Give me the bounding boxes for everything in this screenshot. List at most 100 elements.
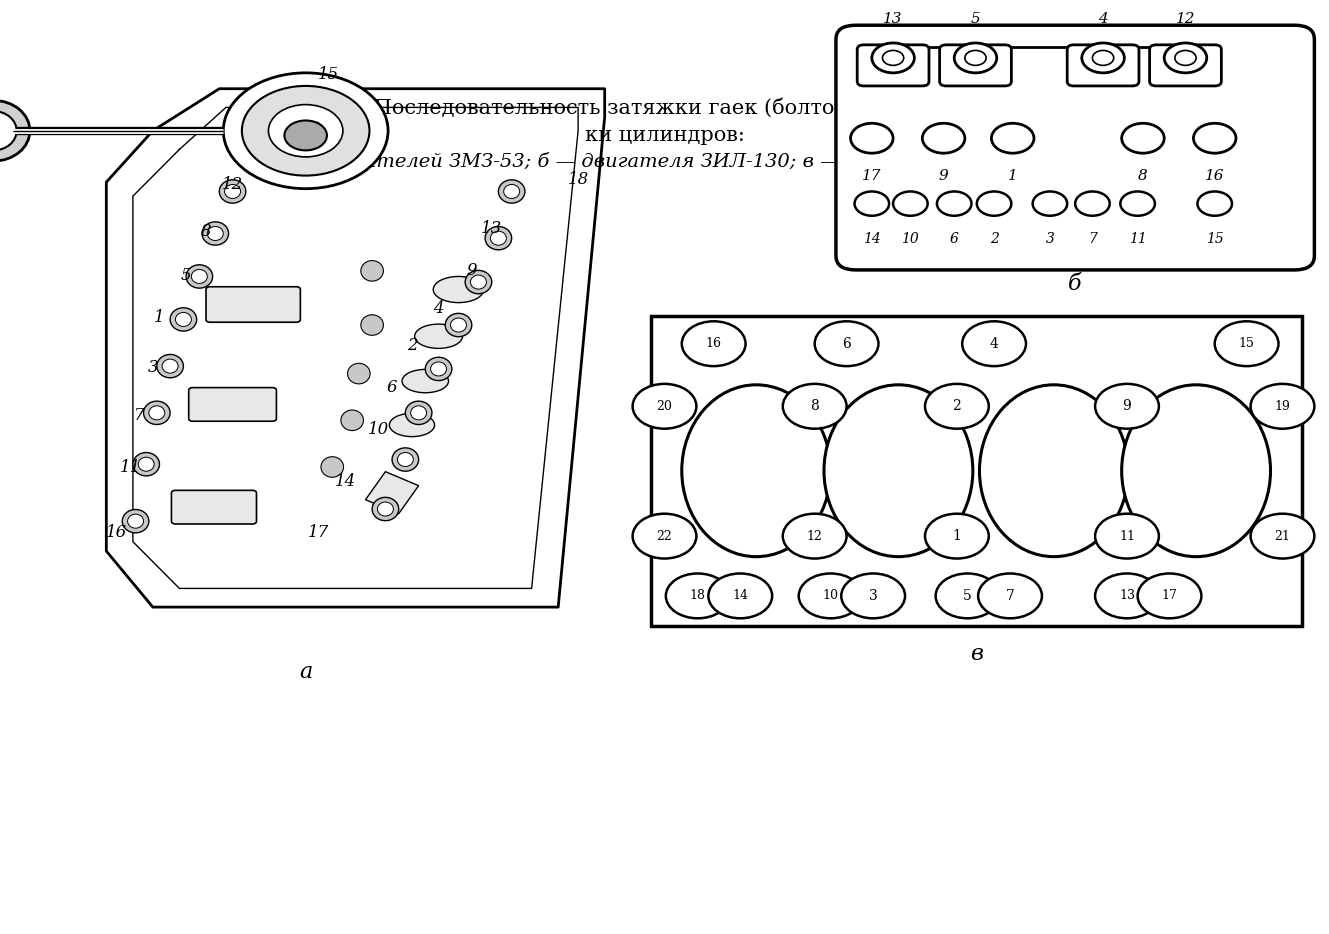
Circle shape xyxy=(1251,384,1314,429)
Ellipse shape xyxy=(207,226,223,240)
FancyBboxPatch shape xyxy=(651,316,1302,626)
Ellipse shape xyxy=(0,100,31,161)
Ellipse shape xyxy=(157,355,183,377)
Ellipse shape xyxy=(498,179,525,203)
Polygon shape xyxy=(365,472,419,514)
Text: ки цилиндров:: ки цилиндров: xyxy=(585,126,744,145)
Circle shape xyxy=(925,514,989,559)
Ellipse shape xyxy=(322,457,343,477)
Circle shape xyxy=(1033,191,1067,216)
Text: 1: 1 xyxy=(1007,169,1018,182)
Ellipse shape xyxy=(824,385,973,557)
Ellipse shape xyxy=(372,497,399,521)
Text: 22: 22 xyxy=(657,530,672,543)
Text: 9: 9 xyxy=(938,169,949,182)
Text: 2: 2 xyxy=(953,400,961,413)
Circle shape xyxy=(1251,514,1314,559)
Circle shape xyxy=(882,50,904,65)
Text: 7: 7 xyxy=(134,407,145,424)
Circle shape xyxy=(633,384,696,429)
Ellipse shape xyxy=(504,184,520,198)
Text: 16: 16 xyxy=(1205,169,1224,182)
Text: 16: 16 xyxy=(106,524,128,541)
Circle shape xyxy=(872,43,914,73)
Text: 9: 9 xyxy=(1123,400,1131,413)
Circle shape xyxy=(1193,123,1236,153)
Text: 17: 17 xyxy=(1162,589,1177,602)
Circle shape xyxy=(1164,43,1207,73)
Text: 15: 15 xyxy=(1239,337,1255,350)
Text: 10: 10 xyxy=(901,233,920,246)
Text: 4: 4 xyxy=(1098,12,1108,25)
Text: 7: 7 xyxy=(1088,233,1096,246)
Text: 14: 14 xyxy=(335,473,356,489)
Circle shape xyxy=(1092,50,1114,65)
Text: 12: 12 xyxy=(1176,12,1195,25)
Circle shape xyxy=(1175,50,1196,65)
Text: 18: 18 xyxy=(567,171,589,188)
Text: б: б xyxy=(1069,273,1082,295)
Text: 20: 20 xyxy=(657,400,672,413)
FancyBboxPatch shape xyxy=(294,122,318,139)
Circle shape xyxy=(937,191,971,216)
Circle shape xyxy=(268,105,343,157)
Circle shape xyxy=(1095,384,1159,429)
Text: 18: 18 xyxy=(690,589,706,602)
Ellipse shape xyxy=(315,99,342,121)
Circle shape xyxy=(965,50,986,65)
Ellipse shape xyxy=(465,271,492,293)
Circle shape xyxy=(666,573,730,618)
Circle shape xyxy=(815,321,878,366)
Text: 6: 6 xyxy=(387,379,397,396)
Ellipse shape xyxy=(445,313,472,336)
Ellipse shape xyxy=(411,405,427,419)
Text: 15: 15 xyxy=(318,66,339,83)
Ellipse shape xyxy=(470,276,486,290)
Circle shape xyxy=(954,43,997,73)
Ellipse shape xyxy=(397,453,413,466)
Text: 14: 14 xyxy=(732,589,748,602)
Ellipse shape xyxy=(431,362,447,376)
Text: 1: 1 xyxy=(154,309,165,326)
Ellipse shape xyxy=(128,514,144,529)
Circle shape xyxy=(633,514,696,559)
Text: 10: 10 xyxy=(823,589,839,602)
Text: а: а xyxy=(299,661,312,684)
Ellipse shape xyxy=(149,405,165,419)
Ellipse shape xyxy=(175,313,191,327)
Text: 13: 13 xyxy=(481,220,502,237)
Text: 4: 4 xyxy=(990,337,998,350)
Circle shape xyxy=(1197,191,1232,216)
Ellipse shape xyxy=(682,385,831,557)
Ellipse shape xyxy=(138,457,154,471)
Text: 7: 7 xyxy=(1006,589,1014,602)
Text: 5: 5 xyxy=(181,267,191,284)
Ellipse shape xyxy=(425,358,452,381)
Text: 17: 17 xyxy=(308,524,330,541)
FancyBboxPatch shape xyxy=(171,490,256,524)
Ellipse shape xyxy=(377,502,393,516)
Ellipse shape xyxy=(401,369,449,392)
Ellipse shape xyxy=(162,360,178,373)
Circle shape xyxy=(783,384,847,429)
Ellipse shape xyxy=(433,276,484,303)
Text: Рис. 7.1. Последовательность затяжки гаек (болтов) крепления голов-: Рис. 7.1. Последовательность затяжки гае… xyxy=(274,97,1055,118)
Circle shape xyxy=(1138,573,1201,618)
Circle shape xyxy=(1122,123,1164,153)
Circle shape xyxy=(893,191,928,216)
Text: 6: 6 xyxy=(843,337,851,350)
Ellipse shape xyxy=(133,452,159,475)
FancyBboxPatch shape xyxy=(1150,45,1221,86)
Circle shape xyxy=(223,73,388,189)
FancyBboxPatch shape xyxy=(206,287,300,322)
Ellipse shape xyxy=(340,410,363,431)
Text: 11: 11 xyxy=(1119,530,1135,543)
Ellipse shape xyxy=(122,510,149,532)
Ellipse shape xyxy=(451,318,466,332)
Circle shape xyxy=(708,573,772,618)
Circle shape xyxy=(1075,191,1110,216)
Ellipse shape xyxy=(348,363,369,384)
FancyBboxPatch shape xyxy=(189,388,276,421)
Circle shape xyxy=(799,573,863,618)
Text: 12: 12 xyxy=(807,530,823,543)
